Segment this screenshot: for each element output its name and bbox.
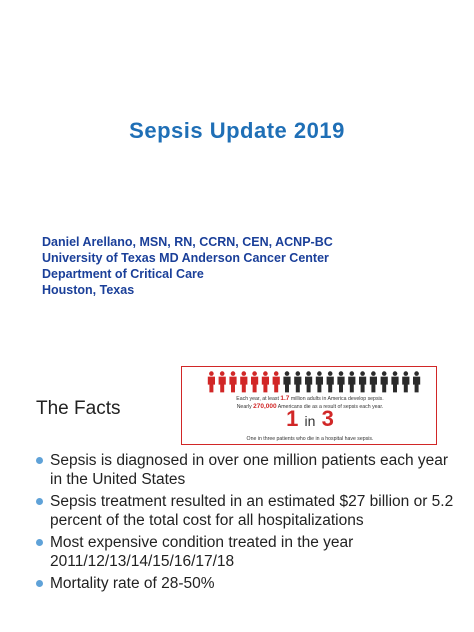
bullet-dot-icon — [36, 580, 43, 587]
author-department: Department of Critical Care — [42, 267, 204, 281]
bullet-dot-icon — [36, 539, 43, 546]
title-slide: Sepsis Update 2019 Daniel Arellano, MSN,… — [42, 118, 345, 298]
list-item: Most expensive condition treated in the … — [36, 534, 456, 571]
slide-title: Sepsis Update 2019 — [129, 118, 345, 143]
person-icon — [294, 371, 302, 393]
bullet-dot-icon — [36, 457, 43, 464]
person-icon — [348, 371, 356, 393]
person-icon — [315, 371, 323, 393]
ratio-text: 1 in 3 — [286, 406, 334, 431]
person-icon — [251, 371, 259, 393]
list-item: Mortality rate of 28-50% — [36, 575, 456, 594]
person-icon — [326, 371, 334, 393]
person-icon — [283, 371, 291, 393]
person-icon — [218, 371, 226, 393]
infographic-line-1: Each year, at least 1.7 million adults i… — [236, 395, 384, 402]
facts-list: Sepsis is diagnosed in over one million … — [36, 452, 456, 598]
author-name: Daniel Arellano, MSN, RN, CCRN, CEN, ACN… — [42, 235, 333, 249]
person-icon — [391, 371, 399, 393]
person-icon — [272, 371, 280, 393]
person-icon — [207, 371, 215, 393]
people-figures — [207, 371, 421, 393]
author-institution: University of Texas MD Anderson Cancer C… — [42, 251, 329, 265]
person-icon — [240, 371, 248, 393]
facts-title: The Facts — [36, 398, 121, 419]
person-icon — [413, 371, 421, 393]
person-icon — [359, 371, 367, 393]
person-icon — [337, 371, 345, 393]
person-icon — [402, 371, 410, 393]
person-icon — [380, 371, 388, 393]
person-icon — [229, 371, 237, 393]
author-location: Houston, Texas — [42, 283, 135, 297]
list-item: Sepsis treatment resulted in an estimate… — [36, 493, 456, 530]
person-icon — [369, 371, 377, 393]
sepsis-infographic: Each year, at least 1.7 million adults i… — [181, 366, 437, 445]
infographic-line-2: Nearly 270,000 Americans die as a result… — [236, 403, 384, 410]
author-block: Daniel Arellano, MSN, RN, CCRN, CEN, ACN… — [42, 234, 333, 298]
facts-slide: The Facts Each year, at least 1.7 millio… — [0, 316, 474, 632]
person-icon — [261, 371, 269, 393]
person-icon — [305, 371, 313, 393]
list-item: Sepsis is diagnosed in over one million … — [36, 452, 456, 489]
bullet-dot-icon — [36, 498, 43, 505]
infographic-line-3: One in three patients who die in a hospi… — [246, 436, 374, 442]
